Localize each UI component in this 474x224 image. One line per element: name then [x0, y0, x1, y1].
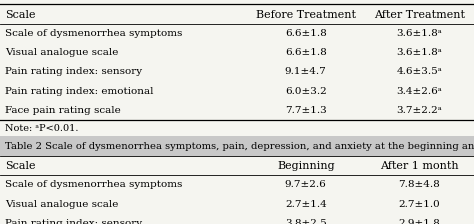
Text: After 1 month: After 1 month [380, 162, 459, 172]
Text: 2.7±1.4: 2.7±1.4 [285, 200, 327, 209]
Text: 3.8±2.5: 3.8±2.5 [285, 219, 327, 224]
Text: Scale: Scale [5, 162, 35, 172]
Text: Pain rating index: sensory: Pain rating index: sensory [5, 67, 142, 76]
Text: 3.6±1.8ᵃ: 3.6±1.8ᵃ [397, 29, 442, 38]
Text: 7.8±4.8: 7.8±4.8 [399, 180, 440, 189]
Text: Before Treatment: Before Treatment [256, 10, 356, 20]
FancyBboxPatch shape [0, 136, 474, 156]
Text: 3.7±2.2ᵃ: 3.7±2.2ᵃ [397, 106, 442, 115]
Text: Face pain rating scale: Face pain rating scale [5, 106, 120, 115]
Text: 9.1±4.7: 9.1±4.7 [285, 67, 327, 76]
Text: Pain rating index: sensory: Pain rating index: sensory [5, 219, 142, 224]
Text: Scale of dysmenorrhea symptoms: Scale of dysmenorrhea symptoms [5, 180, 182, 189]
Text: Scale of dysmenorrhea symptoms: Scale of dysmenorrhea symptoms [5, 29, 182, 38]
Text: 4.6±3.5ᵃ: 4.6±3.5ᵃ [397, 67, 442, 76]
Text: 9.7±2.6: 9.7±2.6 [285, 180, 327, 189]
Text: Pain rating index: emotional: Pain rating index: emotional [5, 87, 153, 96]
Text: 6.6±1.8: 6.6±1.8 [285, 29, 327, 38]
Text: Scale: Scale [5, 10, 35, 20]
Text: Note: ᵃP<0.01.: Note: ᵃP<0.01. [5, 124, 78, 133]
Text: 6.0±3.2: 6.0±3.2 [285, 87, 327, 96]
Text: 3.6±1.8ᵃ: 3.6±1.8ᵃ [397, 48, 442, 57]
Text: 3.4±2.6ᵃ: 3.4±2.6ᵃ [397, 87, 442, 96]
Text: 2.9±1.8: 2.9±1.8 [399, 219, 440, 224]
Text: After Treatment: After Treatment [374, 10, 465, 20]
Text: Beginning: Beginning [277, 162, 335, 172]
Text: 6.6±1.8: 6.6±1.8 [285, 48, 327, 57]
Text: Table 2 Scale of dysmenorrhea symptoms, pain, depression, and anxiety at the beg: Table 2 Scale of dysmenorrhea symptoms, … [5, 142, 474, 151]
Text: Visual analogue scale: Visual analogue scale [5, 48, 118, 57]
Text: Visual analogue scale: Visual analogue scale [5, 200, 118, 209]
Text: 2.7±1.0: 2.7±1.0 [399, 200, 440, 209]
Text: 7.7±1.3: 7.7±1.3 [285, 106, 327, 115]
